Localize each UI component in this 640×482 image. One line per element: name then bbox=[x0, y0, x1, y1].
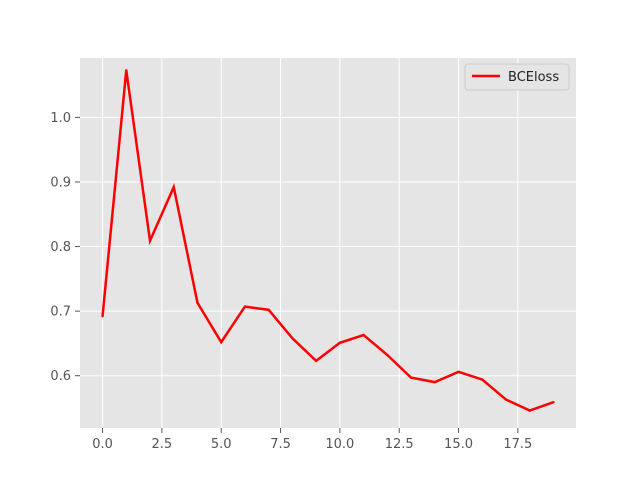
data-point bbox=[148, 239, 152, 242]
x-tick-label: 0.0 bbox=[92, 437, 113, 452]
data-point bbox=[125, 69, 128, 72]
series-line-bceloss bbox=[101, 70, 554, 412]
data-point bbox=[409, 376, 413, 379]
data-point bbox=[101, 315, 104, 318]
y-axis: 0.6 0.7 0.8 0.9 1.0 bbox=[50, 111, 80, 384]
data-point bbox=[172, 185, 175, 189]
data-point bbox=[552, 400, 555, 404]
data-point bbox=[314, 359, 318, 363]
data-point bbox=[291, 337, 294, 340]
y-tick-label: 0.6 bbox=[50, 369, 71, 384]
data-point bbox=[481, 378, 484, 381]
data-point bbox=[362, 333, 365, 337]
x-axis: 0.0 2.5 5.0 7.5 10.0 12.5 15.0 17.5 bbox=[92, 428, 532, 452]
x-tick-label: 5.0 bbox=[211, 437, 232, 452]
legend: BCEloss bbox=[464, 63, 570, 91]
x-tick-label: 2.5 bbox=[152, 437, 173, 452]
x-tick-label: 12.5 bbox=[385, 437, 414, 452]
legend-label-bceloss: BCEloss bbox=[508, 70, 559, 85]
data-point bbox=[243, 305, 247, 308]
legend-box bbox=[464, 63, 570, 91]
data-point bbox=[220, 340, 223, 344]
x-tick-label: 10.0 bbox=[325, 437, 354, 452]
data-point bbox=[267, 308, 270, 312]
series-layer bbox=[101, 69, 555, 412]
grid-lines bbox=[80, 58, 576, 428]
x-tick-label: 7.5 bbox=[270, 437, 291, 452]
x-tick-label: 17.5 bbox=[503, 437, 532, 452]
data-point bbox=[528, 409, 531, 412]
plot-background bbox=[80, 58, 576, 428]
y-tick-label: 0.9 bbox=[50, 175, 71, 190]
data-point bbox=[433, 380, 436, 384]
data-point bbox=[338, 341, 342, 344]
data-point bbox=[457, 370, 460, 374]
data-point bbox=[386, 353, 389, 357]
data-point bbox=[504, 398, 508, 401]
y-tick-label: 1.0 bbox=[50, 111, 71, 126]
y-tick-label: 0.8 bbox=[50, 240, 71, 255]
y-tick-label: 0.7 bbox=[50, 305, 71, 320]
data-point bbox=[196, 301, 199, 304]
x-tick-label: 15.0 bbox=[444, 437, 473, 452]
